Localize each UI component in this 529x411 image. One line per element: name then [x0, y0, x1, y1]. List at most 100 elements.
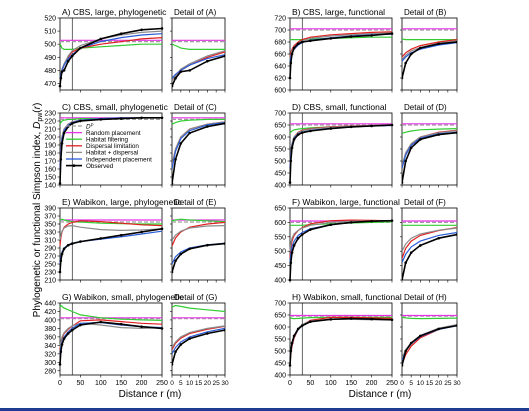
detail-series-line-habitat-filtering	[172, 218, 225, 223]
series-line-observed	[289, 219, 393, 281]
observed-point	[99, 118, 103, 121]
detail-observed-point	[174, 158, 177, 161]
observed-point	[62, 69, 66, 72]
detail-x-tick-label: 20	[435, 380, 443, 387]
y-tick-label: 310	[44, 238, 56, 245]
detail-observed-point	[419, 46, 422, 50]
detail-observed-point	[404, 261, 407, 265]
x-tick-label: 150	[345, 380, 357, 387]
detail-observed-point	[188, 247, 191, 251]
y-tick-label: 200	[44, 135, 56, 142]
observed-point	[59, 76, 63, 80]
legend-item-habitat-dispersal: Habitat + dispersal	[66, 150, 138, 157]
observed-point	[119, 233, 123, 237]
detail-title: Detail of (F)	[404, 198, 446, 207]
legend-label: Observed	[86, 163, 114, 170]
x-tick-label: 250	[156, 380, 168, 387]
y-tick-label: 680	[274, 40, 286, 47]
y-tick-label: 520	[44, 16, 56, 23]
x-tick-label: 200	[366, 380, 378, 387]
legend-marker	[72, 164, 76, 168]
detail-observed-point	[174, 259, 177, 263]
y-tick-label: 230	[44, 270, 56, 277]
observed-point	[99, 37, 103, 41]
observed-point	[329, 127, 333, 130]
panel-a: A) CBS, large, phylogenetic 470 480 490 500 5…	[44, 7, 226, 93]
detail-observed-point	[419, 334, 422, 338]
detail-x-tick-label: 25	[444, 380, 452, 387]
detail-x-tick-label: 30	[453, 380, 461, 387]
detail-observed-point	[404, 349, 407, 353]
observed-point	[329, 318, 333, 321]
observed-point	[59, 158, 63, 161]
observed-point	[140, 116, 143, 120]
y-tick-label: 450	[274, 171, 286, 178]
series-line-dispersal-limitation	[289, 31, 393, 58]
observed-point	[309, 39, 312, 43]
detail-observed-point	[409, 251, 413, 254]
detail-series-line-observed	[402, 324, 457, 366]
main-plot-frame	[59, 302, 163, 376]
detail-observed-point	[174, 350, 177, 354]
legend-label: Random placement	[86, 130, 141, 137]
detail-title: Detail of (A)	[174, 8, 217, 17]
main-plot-frame	[289, 302, 393, 376]
detail-series-line-independent-placement	[402, 231, 457, 263]
panel-e: E) Wabikon, large, phylogenetic 210230250…	[44, 197, 226, 285]
observed-point	[160, 116, 164, 120]
series-line-independent-placement	[289, 318, 393, 361]
observed-point	[329, 223, 333, 227]
observed-point	[300, 131, 304, 134]
detail-x-tick-label: 10	[186, 380, 194, 387]
series-line-observed	[289, 317, 393, 366]
y-tick-label: 330	[44, 230, 56, 237]
detail-observed-point	[188, 69, 191, 72]
observed-point	[349, 35, 353, 38]
detail-title: Detail of (H)	[404, 293, 447, 302]
detail-observed-point	[179, 70, 183, 73]
series-line-habitat-dispersal	[59, 224, 163, 241]
observed-point	[390, 123, 394, 127]
observed-point	[119, 322, 123, 326]
observed-point	[140, 230, 143, 234]
main-plot-frame	[59, 17, 163, 91]
y-tick-label: 600	[274, 325, 286, 332]
detail-series-line-habitat-filtering	[172, 43, 225, 51]
panel-h: H) Wabikon, small, functional40045050055…	[274, 292, 461, 387]
y-tick-label: 470	[44, 81, 56, 88]
observed-point	[296, 42, 300, 46]
detail-title: Detail of (B)	[404, 8, 447, 17]
y-tick-label: 500	[274, 349, 286, 356]
detail-observed-point	[172, 363, 174, 366]
detail-series	[402, 220, 457, 280]
observed-point	[289, 349, 293, 353]
detail-observed-point	[179, 343, 183, 346]
panel-d: D) CBS, small, functional 400 450 500 550 600…	[274, 102, 458, 190]
detail-observed-point	[437, 42, 440, 46]
detail-observed-point	[404, 61, 407, 65]
y-tick-label: 510	[44, 29, 56, 36]
detail-observed-point	[409, 146, 413, 150]
y-tick-label: 400	[274, 373, 286, 380]
detail-x-tick-label: 5	[409, 380, 413, 387]
detail-observed-point	[206, 243, 209, 247]
series-line-habitat-dispersal	[289, 318, 392, 359]
observed-point	[66, 243, 70, 247]
detail-observed-point	[179, 252, 183, 256]
x-tick-label: 0	[58, 380, 62, 387]
x-tick-label: 100	[325, 380, 337, 387]
detail-observed-point	[223, 54, 225, 58]
observed-point	[289, 261, 293, 265]
y-tick-label: 640	[274, 64, 286, 71]
observed-point	[140, 325, 143, 329]
detail-x-tick-label: 5	[179, 380, 183, 387]
observed-point	[290, 251, 294, 254]
observed-point	[288, 76, 292, 80]
observed-point	[160, 27, 164, 30]
legend-item-random-placement: Random placement	[66, 130, 141, 137]
observed-point	[290, 146, 294, 150]
observed-point	[300, 40, 304, 44]
observed-point	[309, 320, 312, 324]
panel-title: G) Wabikon, small, phylogenetic	[62, 292, 184, 302]
observed-point	[58, 270, 62, 274]
